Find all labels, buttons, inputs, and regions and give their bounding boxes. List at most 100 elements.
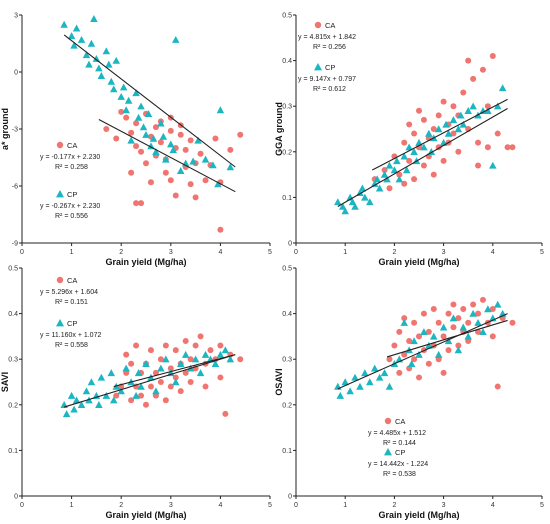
x-axis-label: Grain yield (Mg/ha) <box>378 257 459 267</box>
cp-point <box>82 387 91 395</box>
x-tick-label: 0 <box>294 249 298 256</box>
cp-point <box>375 373 384 381</box>
cp-point <box>449 116 458 124</box>
y-tick-label: 0.1 <box>8 448 18 455</box>
cp-point <box>110 85 118 93</box>
ca-point <box>416 107 422 114</box>
ca-point <box>133 200 140 207</box>
y-tick-label: 0 <box>288 241 292 248</box>
x-axis-label: Grain yield (Mg/ha) <box>105 510 186 520</box>
y-tick-label: 0 <box>14 494 18 501</box>
cp-point <box>425 341 433 349</box>
cp-legend-label: CP <box>395 448 405 457</box>
ca-point <box>172 192 179 199</box>
ca-point <box>430 126 437 132</box>
x-tick-label: 4 <box>491 249 495 256</box>
cp-point <box>370 179 379 187</box>
y-tick-label: -3 <box>12 127 18 134</box>
ca-point <box>494 130 501 137</box>
cp-point <box>430 332 438 340</box>
ca-point <box>440 157 447 164</box>
cp-point <box>132 89 140 97</box>
cp-point <box>92 54 101 62</box>
ca-point <box>182 337 189 344</box>
cp-point <box>216 106 225 114</box>
cp-point <box>119 83 128 91</box>
cp-legend-label: CP <box>67 190 77 199</box>
ca-equation: y = -0.177x + 2.230 <box>40 154 100 161</box>
ca-point <box>138 392 145 399</box>
y-tick-label: 0.4 <box>8 311 18 318</box>
cp-point <box>351 202 359 210</box>
ca-point <box>113 135 120 142</box>
y-tick-label: 0.3 <box>8 357 18 364</box>
ca-r2: R² = 0.151 <box>55 299 88 306</box>
ca-equation: y = 4.815x + 1.842 <box>298 34 356 41</box>
cp-point <box>493 300 502 308</box>
cp-point <box>370 364 379 372</box>
cp-point <box>400 318 408 326</box>
ca-point <box>177 131 184 138</box>
cp-point <box>102 391 111 399</box>
ca-point <box>202 383 209 390</box>
ca-point <box>162 169 169 176</box>
ca-point <box>187 181 194 188</box>
cp-point <box>361 369 369 377</box>
cp-point <box>82 51 91 59</box>
x-tick-label: 1 <box>70 249 74 256</box>
ca-point <box>465 319 472 326</box>
y-tick-label: 0.3 <box>282 357 292 364</box>
cp-point <box>211 360 220 367</box>
ca-point <box>411 176 418 183</box>
cp-point <box>410 148 418 155</box>
cp-fit-line <box>63 34 236 168</box>
ca-point <box>128 169 135 176</box>
cp-point <box>434 125 443 133</box>
cp-point <box>348 198 357 206</box>
cp-point <box>132 391 140 399</box>
ca-point <box>143 160 149 167</box>
ca-legend-label: CA <box>325 21 335 30</box>
ca-point <box>420 116 427 123</box>
cp-point <box>142 130 150 138</box>
cp-point <box>459 323 468 331</box>
ca-point <box>509 319 516 326</box>
x-tick-label: 0 <box>20 502 24 509</box>
cp-point <box>97 373 106 381</box>
cp-point <box>373 175 381 183</box>
ca-point <box>222 410 229 417</box>
ca-r2: R² = 0.256 <box>313 44 346 51</box>
cp-point <box>157 119 165 127</box>
cp-r2: R² = 0.556 <box>55 213 88 220</box>
ca-point <box>465 57 472 64</box>
ca-point <box>143 401 149 408</box>
cp-point <box>457 111 465 119</box>
ca-point <box>484 103 491 110</box>
ca-point <box>128 129 135 136</box>
cp-point <box>474 318 482 326</box>
ca-point <box>177 388 184 395</box>
ca-point <box>455 148 462 155</box>
ca-point <box>182 146 189 153</box>
ca-point <box>460 89 467 96</box>
cp-point <box>152 148 160 155</box>
ca-point <box>455 315 462 322</box>
y-tick-label: 0.3 <box>282 104 292 111</box>
cp-point <box>137 102 145 110</box>
ca-point <box>494 383 501 390</box>
ca-point <box>187 379 194 385</box>
ca-point <box>197 150 204 157</box>
x-tick-label: 4 <box>491 502 495 509</box>
ca-point <box>386 185 393 192</box>
x-tick-label: 0 <box>20 249 24 256</box>
cp-point <box>214 180 222 188</box>
ca-point <box>217 342 224 349</box>
cp-point <box>358 184 367 192</box>
cp-fit-line <box>63 354 236 408</box>
ca-point <box>217 226 224 233</box>
cp-point <box>87 378 96 386</box>
ca-point <box>187 137 194 144</box>
cp-point <box>110 396 118 404</box>
cp-point <box>346 387 354 395</box>
